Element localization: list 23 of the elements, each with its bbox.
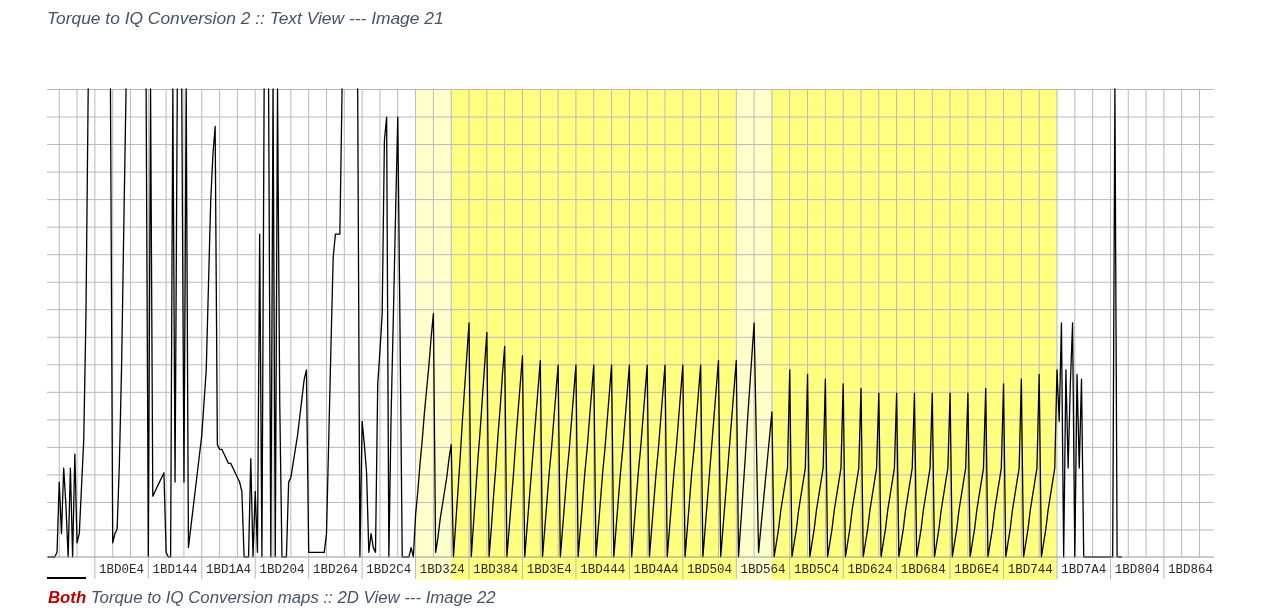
x-tick-label: 1BD144	[152, 563, 198, 577]
x-tick-label: 1BD684	[900, 563, 946, 577]
x-tick-label: 1BD7A4	[1061, 563, 1107, 577]
x-tick-label: 1BD384	[473, 563, 519, 577]
x-tick-label: 1BD5C4	[793, 563, 839, 577]
x-tick-label: 1BD1A4	[206, 563, 252, 577]
text: Both Torque to IQ Conversion maps :: 2D View --- Image 22	[48, 588, 496, 607]
x-tick-label: 1BD264	[312, 563, 358, 577]
x-tick-label: 1BD624	[847, 563, 893, 577]
x-tick-label: 1BD444	[580, 563, 626, 577]
x-tick-label: 1BD504	[687, 563, 733, 577]
x-tick-label: 1BD2C4	[366, 563, 412, 577]
x-tick-label: 1BD744	[1007, 563, 1053, 577]
x-tick-label: 1BD3E4	[526, 563, 572, 577]
x-tick-label: 1BD864	[1168, 563, 1214, 577]
x-tick-label: 1BD564	[740, 563, 786, 577]
x-tick-label: 1BD324	[419, 563, 465, 577]
x-tick-label: 1BD204	[259, 563, 305, 577]
x-tick-label: 1BD4A4	[633, 563, 679, 577]
x-tick-label: 1BD6E4	[954, 563, 1000, 577]
x-tick-label: 1BD804	[1114, 563, 1160, 577]
x-tick-label: 1BD0E4	[99, 563, 145, 577]
chart-title: Torque to IQ Conversion 2 :: Text View --- Image 21	[47, 8, 444, 29]
